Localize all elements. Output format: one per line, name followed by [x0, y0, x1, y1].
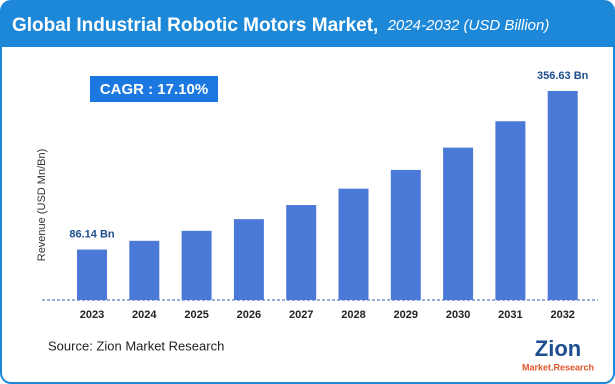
cagr-box [90, 76, 218, 102]
bar [129, 240, 160, 300]
y-axis-label: Revenue (USD Mn/Bn) [36, 149, 48, 262]
x-tick-label: 2024 [132, 309, 157, 321]
x-tick-label: 2023 [80, 309, 104, 321]
logo-tagline: Market.Research [522, 362, 594, 372]
chart-title: Global Industrial Robotic Motors Market, [12, 15, 378, 36]
x-tick-label: 2029 [394, 309, 418, 321]
bar [443, 147, 474, 300]
header-bar-fill [1, 30, 614, 47]
x-tick-label: 2026 [237, 309, 261, 321]
chart-subtitle: 2024-2032 (USD Billion) [387, 17, 550, 34]
value-label: 356.63 Bn [537, 70, 589, 82]
bar [181, 230, 212, 300]
source: Source: Zion Market Research [48, 338, 224, 353]
bar [77, 249, 107, 300]
bar [233, 219, 264, 300]
x-tick-label: 2030 [446, 309, 470, 321]
bar [495, 121, 526, 300]
x-tick-label: 2032 [550, 309, 574, 321]
x-tick-label: 2027 [289, 309, 313, 321]
bar [338, 188, 369, 300]
x-tick-label: 2025 [184, 309, 208, 321]
chart-heading: Global Industrial Robotic Motors Market,… [12, 15, 549, 36]
bar [390, 169, 421, 300]
cagr-label: CAGR : 17.10% [100, 81, 208, 98]
x-tick-label: 2028 [341, 309, 365, 321]
bar [547, 91, 578, 300]
value-label: 86.14 Bn [69, 228, 115, 240]
logo-name: Zion [535, 336, 581, 361]
bar [286, 205, 317, 300]
x-tick-label: 2031 [498, 309, 522, 321]
